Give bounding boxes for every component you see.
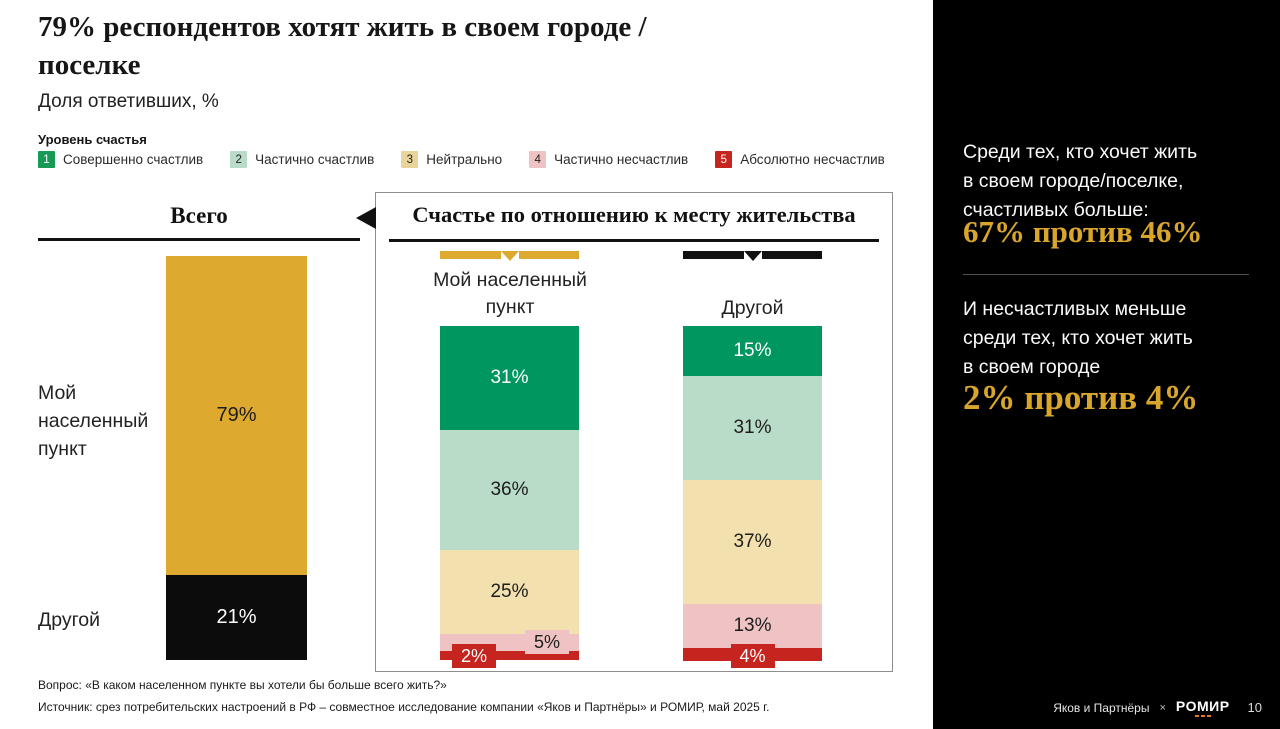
legend-swatch-3: 3 [401, 151, 419, 168]
sidebar-text-line: И несчастливых меньше [963, 298, 1187, 320]
legend-swatch-2: 2 [230, 151, 248, 168]
brand-romir-logo: РОМИР [1176, 698, 1230, 717]
brand-row: Яков и Партнёры × РОМИР 10 [1053, 698, 1262, 717]
sidebar-text-2: И несчастливых меньше среди тех, кто хоче… [963, 295, 1258, 382]
legend-item-3: 3 Нейтрально [401, 151, 502, 168]
legend-item-2: 2 Частично счастлив [230, 151, 374, 168]
segment-value-label: 15% [733, 340, 772, 362]
sidebar-text-1: Среди тех, кто хочет жить в своем городе/… [963, 138, 1258, 225]
column-pointer-own-icon [440, 251, 579, 261]
sidebar-stat-2: 2% против 4% [963, 378, 1199, 417]
subtitle: Доля ответивших, % [38, 91, 219, 112]
panel-bar-1: 15% 31% 37% 13% 4% [683, 326, 822, 668]
total-heading-underline [38, 238, 360, 241]
column-pointer-other-icon [683, 251, 822, 261]
total-row-label-other: Другой [38, 609, 101, 631]
legend-item-4: 4 Частично несчастлив [529, 151, 688, 168]
panel-col-label-other: Другой [721, 297, 784, 319]
panel-bar-segment: 31% [683, 376, 822, 481]
legend-title: Уровень счастья [38, 132, 147, 147]
panel-bar-segment: 31% [440, 326, 579, 430]
sidebar-text-line: в своем городе/поселке, [963, 170, 1184, 192]
page-title-line2: поселке [38, 49, 141, 81]
legend-label-2: Частично счастлив [255, 152, 375, 167]
segment-value-label: 13% [733, 614, 772, 636]
segment-value-label: 2% [452, 644, 497, 668]
sidebar-text-line: среди тех, кто хочет жить [963, 327, 1193, 349]
total-bar-segment: 79% [166, 256, 307, 576]
sidebar-stat-1: 67% против 46% [963, 214, 1203, 249]
sidebar-text-line: в своем городе [963, 356, 1101, 378]
panel-bar-segment [440, 650, 579, 660]
sidebar-text-line: Среди тех, кто хочет жить [963, 141, 1198, 163]
panel-bar-segment: 37% [683, 480, 822, 605]
panel-bar-segment: 13% [683, 604, 822, 648]
segment-value-label: 36% [490, 479, 529, 501]
brand-x-separator: × [1159, 701, 1166, 714]
total-bar: 79% 21% [166, 256, 307, 660]
panel-heading-underline [389, 239, 879, 242]
brand-romir-dots-icon [1194, 715, 1211, 717]
legend-item-1: 1 Совершенно счастлив [38, 151, 203, 168]
panel-arrow-icon [356, 207, 376, 229]
total-chart-heading: Всего [170, 203, 228, 228]
page-number: 10 [1247, 700, 1262, 715]
brand-yakov-partners: Яков и Партнёры [1053, 700, 1150, 715]
footnote-question: Вопрос: «В каком населенном пункте вы хо… [38, 678, 447, 692]
panel-bar-0: 31% 36% 25% 5% 2% [440, 326, 579, 668]
sidebar: Среди тех, кто хочет жить в своем городе/… [933, 0, 1280, 729]
segment-value-label: 4% [730, 644, 775, 668]
sidebar-divider [963, 274, 1249, 275]
legend-label-4: Частично несчастлив [554, 152, 689, 167]
segment-value-label: 31% [733, 417, 772, 439]
total-row-label-own: Мой населенный пункт [38, 382, 149, 460]
happiness-panel: Счастье по отношению к месту жительства … [356, 192, 893, 672]
legend-item-5: 5 Абсолютно несчастлив [715, 151, 885, 168]
legend-label-5: Абсолютно несчастлив [740, 152, 885, 167]
legend-label-3: Нейтрально [426, 152, 503, 167]
legend-swatch-5: 5 [715, 151, 733, 168]
page-title-line1: 79% респондентов хотят жить в своем горо… [38, 11, 647, 43]
segment-value-label: 25% [490, 581, 529, 603]
segment-value-label: 79% [216, 404, 257, 427]
brand-romir-text: РОМИР [1175, 698, 1230, 714]
total-bar-segment: 21% [166, 575, 307, 660]
page-title: 79% респондентов хотят жить в своем горо… [38, 8, 918, 84]
panel-bar-segment: 36% [440, 429, 579, 551]
segment-value-label: 21% [216, 606, 257, 629]
panel-bar-segment: 25% [440, 550, 579, 635]
segment-value-label: 5% [524, 630, 569, 654]
legend: 1 Совершенно счастлив 2 Частично счастли… [38, 151, 885, 168]
panel-bar-segment: 15% [683, 326, 822, 377]
panel-col-label-own: Мой населенный пункт [433, 269, 587, 318]
segment-value-label: 37% [733, 531, 772, 553]
legend-swatch-4: 4 [529, 151, 547, 168]
sidebar-text-line: счастливых больше: [963, 199, 1149, 221]
footnote-source: Источник: срез потребительских настроени… [38, 700, 770, 714]
legend-label-1: Совершенно счастлив [63, 152, 204, 167]
legend-swatch-1: 1 [38, 151, 55, 168]
panel-heading: Счастье по отношению к месту жительства [412, 202, 856, 227]
segment-value-label: 31% [490, 366, 529, 388]
